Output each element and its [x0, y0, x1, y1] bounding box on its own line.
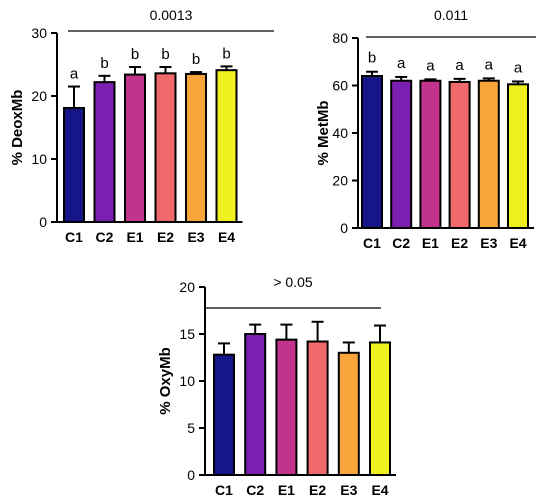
category-label: E4 — [218, 229, 235, 245]
bar-e1 — [124, 73, 146, 223]
y-tick-label: 40 — [332, 125, 348, 141]
bar-e3 — [477, 79, 500, 229]
bar-e3 — [185, 72, 207, 223]
y-tick-label: 20 — [179, 279, 195, 295]
bar-c1 — [213, 353, 235, 476]
bar-e2 — [448, 80, 471, 229]
significance-letter: b — [368, 50, 376, 67]
metmb-chart: 0 20 40 60 80 % MetMb b C1 a C2 a E1 a E2 a E3 a E4 0.011 — [315, 7, 536, 251]
category-label: C1 — [215, 482, 233, 498]
category-label: E1 — [278, 482, 295, 498]
y-tick-label: 0 — [39, 214, 47, 230]
y-tick-label: 5 — [187, 420, 195, 436]
oxymb-chart: 0 5 10 15 20 % OxyMb C1 C2 E1 E2 E3 E4 > 0.05 — [157, 274, 396, 498]
y-tick-label: 60 — [332, 78, 348, 94]
significance-letter: b — [131, 46, 139, 63]
category-label: E1 — [422, 235, 439, 251]
significance-letter: a — [455, 57, 464, 74]
category-label: C2 — [246, 482, 264, 498]
y-tick-label: 10 — [179, 373, 195, 389]
p-value: > 0.05 — [273, 274, 313, 290]
category-label: C1 — [65, 229, 83, 245]
bar-c2 — [93, 81, 116, 223]
y-tick-label: 30 — [31, 25, 47, 41]
bar-e4 — [215, 69, 238, 223]
category-label: E3 — [187, 229, 204, 245]
bar-c1 — [63, 106, 85, 223]
significance-letter: b — [222, 45, 230, 62]
y-tick-label: 10 — [31, 151, 47, 167]
p-value: 0.011 — [434, 7, 468, 23]
bar-c2 — [390, 79, 413, 229]
bar-e4 — [507, 83, 529, 229]
significance-letter: b — [100, 55, 108, 72]
category-label: C2 — [96, 229, 114, 245]
category-label: E2 — [157, 229, 174, 245]
bar-e4 — [369, 341, 391, 476]
significance-letter: b — [192, 51, 200, 68]
significance-letter: a — [514, 59, 523, 76]
bar-e1 — [275, 338, 298, 477]
y-tick-label: 0 — [187, 467, 195, 483]
category-label: C1 — [363, 235, 381, 251]
category-label: E4 — [509, 235, 526, 251]
deoxmb-chart: 0 10 20 30 % DeoxMb a C1 b C2 b E1 b E2 b E3 b E4 0.0013 — [9, 7, 274, 245]
category-label: E3 — [480, 235, 497, 251]
category-label: E2 — [309, 482, 326, 498]
significance-letter: a — [70, 66, 79, 83]
category-label: E3 — [340, 482, 357, 498]
significance-letter: a — [426, 57, 435, 74]
y-tick-label: 0 — [340, 220, 348, 236]
bar-c1 — [361, 75, 383, 229]
significance-letter: b — [161, 46, 169, 63]
bar-e3 — [337, 351, 360, 476]
bar-e2 — [154, 72, 177, 223]
y-axis-title: % MetMb — [315, 101, 332, 166]
bar-e1 — [419, 79, 442, 229]
y-axis-title: % OxyMb — [157, 347, 174, 415]
y-tick-label: 20 — [332, 173, 348, 189]
bar-e2 — [306, 340, 329, 476]
category-label: E4 — [371, 482, 388, 498]
y-tick-label: 15 — [179, 326, 195, 342]
p-value: 0.0013 — [150, 7, 193, 23]
y-tick-label: 80 — [332, 30, 348, 46]
category-label: E2 — [451, 235, 468, 251]
significance-letter: a — [485, 56, 494, 73]
y-tick-label: 20 — [31, 88, 47, 104]
y-axis-title: % DeoxMb — [9, 90, 26, 166]
bar-c2 — [244, 333, 267, 476]
category-label: E1 — [126, 229, 143, 245]
category-label: C2 — [392, 235, 410, 251]
significance-letter: a — [397, 55, 406, 72]
